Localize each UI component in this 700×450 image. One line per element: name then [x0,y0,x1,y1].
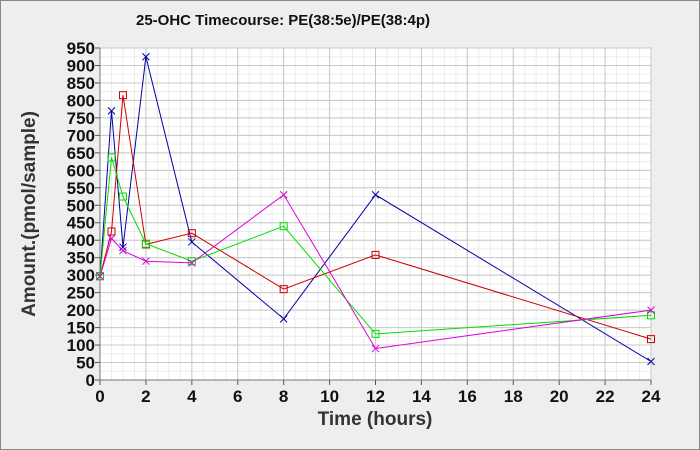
y-tick-label: 300 [67,266,95,285]
data-point-x-marker [107,234,116,243]
data-point-x-marker [187,259,196,267]
series-layer [96,52,655,366]
series-line [99,56,652,362]
x-tick-labels: 0 2 4 6 8 10 12 14 16 18 20 22 24 [95,387,661,406]
chart-title: 25-OHC Timecourse: PE(38:5e)/PE(38:4p) [136,12,430,29]
y-tick-label: 400 [67,231,95,250]
y-tick-label: 100 [67,336,95,355]
data-point-square-marker [647,311,655,320]
y-tick-label: 800 [67,91,95,110]
x-marker-stroke [647,357,655,366]
y-tick-labels: 0501001502002503003504004505005506006507… [67,39,95,390]
x-tick-label: 2 [141,387,150,406]
data-point-x-marker [187,238,196,246]
y-tick-label: 450 [67,214,95,233]
data-point-x-marker [647,357,655,366]
y-tick-label: 600 [67,161,95,180]
x-marker-stroke [142,52,150,61]
x-marker-stroke [371,190,380,199]
series-4 [96,190,655,353]
data-point-x-marker [107,107,116,115]
data-point-square-marker [141,239,150,248]
x-tick-label: 18 [504,387,523,406]
x-axis-label: Time (hours) [318,409,433,430]
x-tick-label: 14 [412,387,431,406]
data-point-x-marker [371,190,380,199]
x-tick-label: 8 [279,387,288,406]
data-point-square-marker [371,250,380,259]
y-tick-label: 900 [67,56,95,75]
data-point-square-marker [118,91,127,100]
data-point-square-marker [118,192,127,201]
x-marker-stroke [647,306,655,314]
data-point-x-marker [279,190,288,199]
y-axis-label: Amount.(pmol/sample) [19,111,40,317]
x-marker-stroke [119,243,127,252]
data-point-x-marker [279,314,288,323]
y-tick-label: 50 [76,354,95,373]
x-tick-label: 12 [366,387,385,406]
x-tick-label: 6 [233,387,242,406]
x-tick-label: 4 [187,387,197,406]
data-point-x-marker [142,257,150,266]
data-point-square-marker [647,335,655,344]
data-point-x-marker [647,306,655,314]
y-tick-label: 500 [67,196,95,215]
axes [95,47,652,385]
x-marker-stroke [187,259,196,267]
y-tick-label: 350 [67,249,95,268]
x-marker-stroke [119,246,127,255]
y-tick-label: 0 [86,371,95,390]
y-tick-label: 650 [67,144,95,163]
y-tick-label: 750 [67,109,95,128]
x-tick-label: 0 [95,387,104,406]
x-marker-stroke [142,257,150,266]
data-point-x-marker [96,272,104,281]
x-tick-label: 24 [642,387,661,406]
series-1 [96,52,655,366]
series-line [99,157,652,335]
y-tick-label: 550 [67,179,95,198]
y-tick-label: 950 [67,39,95,58]
series-2 [96,91,655,344]
series-3 [96,153,655,338]
data-point-square-marker [279,222,288,231]
x-marker-stroke [96,272,104,281]
x-tick-label: 20 [550,387,569,406]
x-tick-label: 10 [320,387,339,406]
x-tick-label: 22 [596,387,615,406]
data-point-square-marker [107,153,116,162]
data-point-x-marker [119,243,127,252]
y-tick-label: 850 [67,74,95,93]
data-point-x-marker [371,344,380,353]
y-tick-label: 150 [67,319,95,338]
data-point-square-marker [96,272,104,281]
x-marker-stroke [107,107,116,115]
data-point-square-marker [279,285,288,294]
series-line [99,95,652,340]
y-tick-label: 250 [67,284,95,303]
y-tick-label: 200 [67,301,95,320]
data-point-x-marker [119,246,127,255]
data-point-square-marker [107,227,116,236]
y-tick-label: 700 [67,126,95,145]
major-grid [99,47,652,381]
data-point-square-marker [187,229,196,238]
x-marker-stroke [371,344,380,353]
x-marker-stroke [279,190,288,199]
x-tick-label: 16 [458,387,477,406]
data-point-x-marker [142,52,150,61]
x-marker-stroke [279,314,288,323]
x-marker-stroke [187,238,196,246]
data-point-square-marker [371,329,380,338]
data-point-square-marker [187,257,196,266]
x-marker-stroke [107,234,116,243]
